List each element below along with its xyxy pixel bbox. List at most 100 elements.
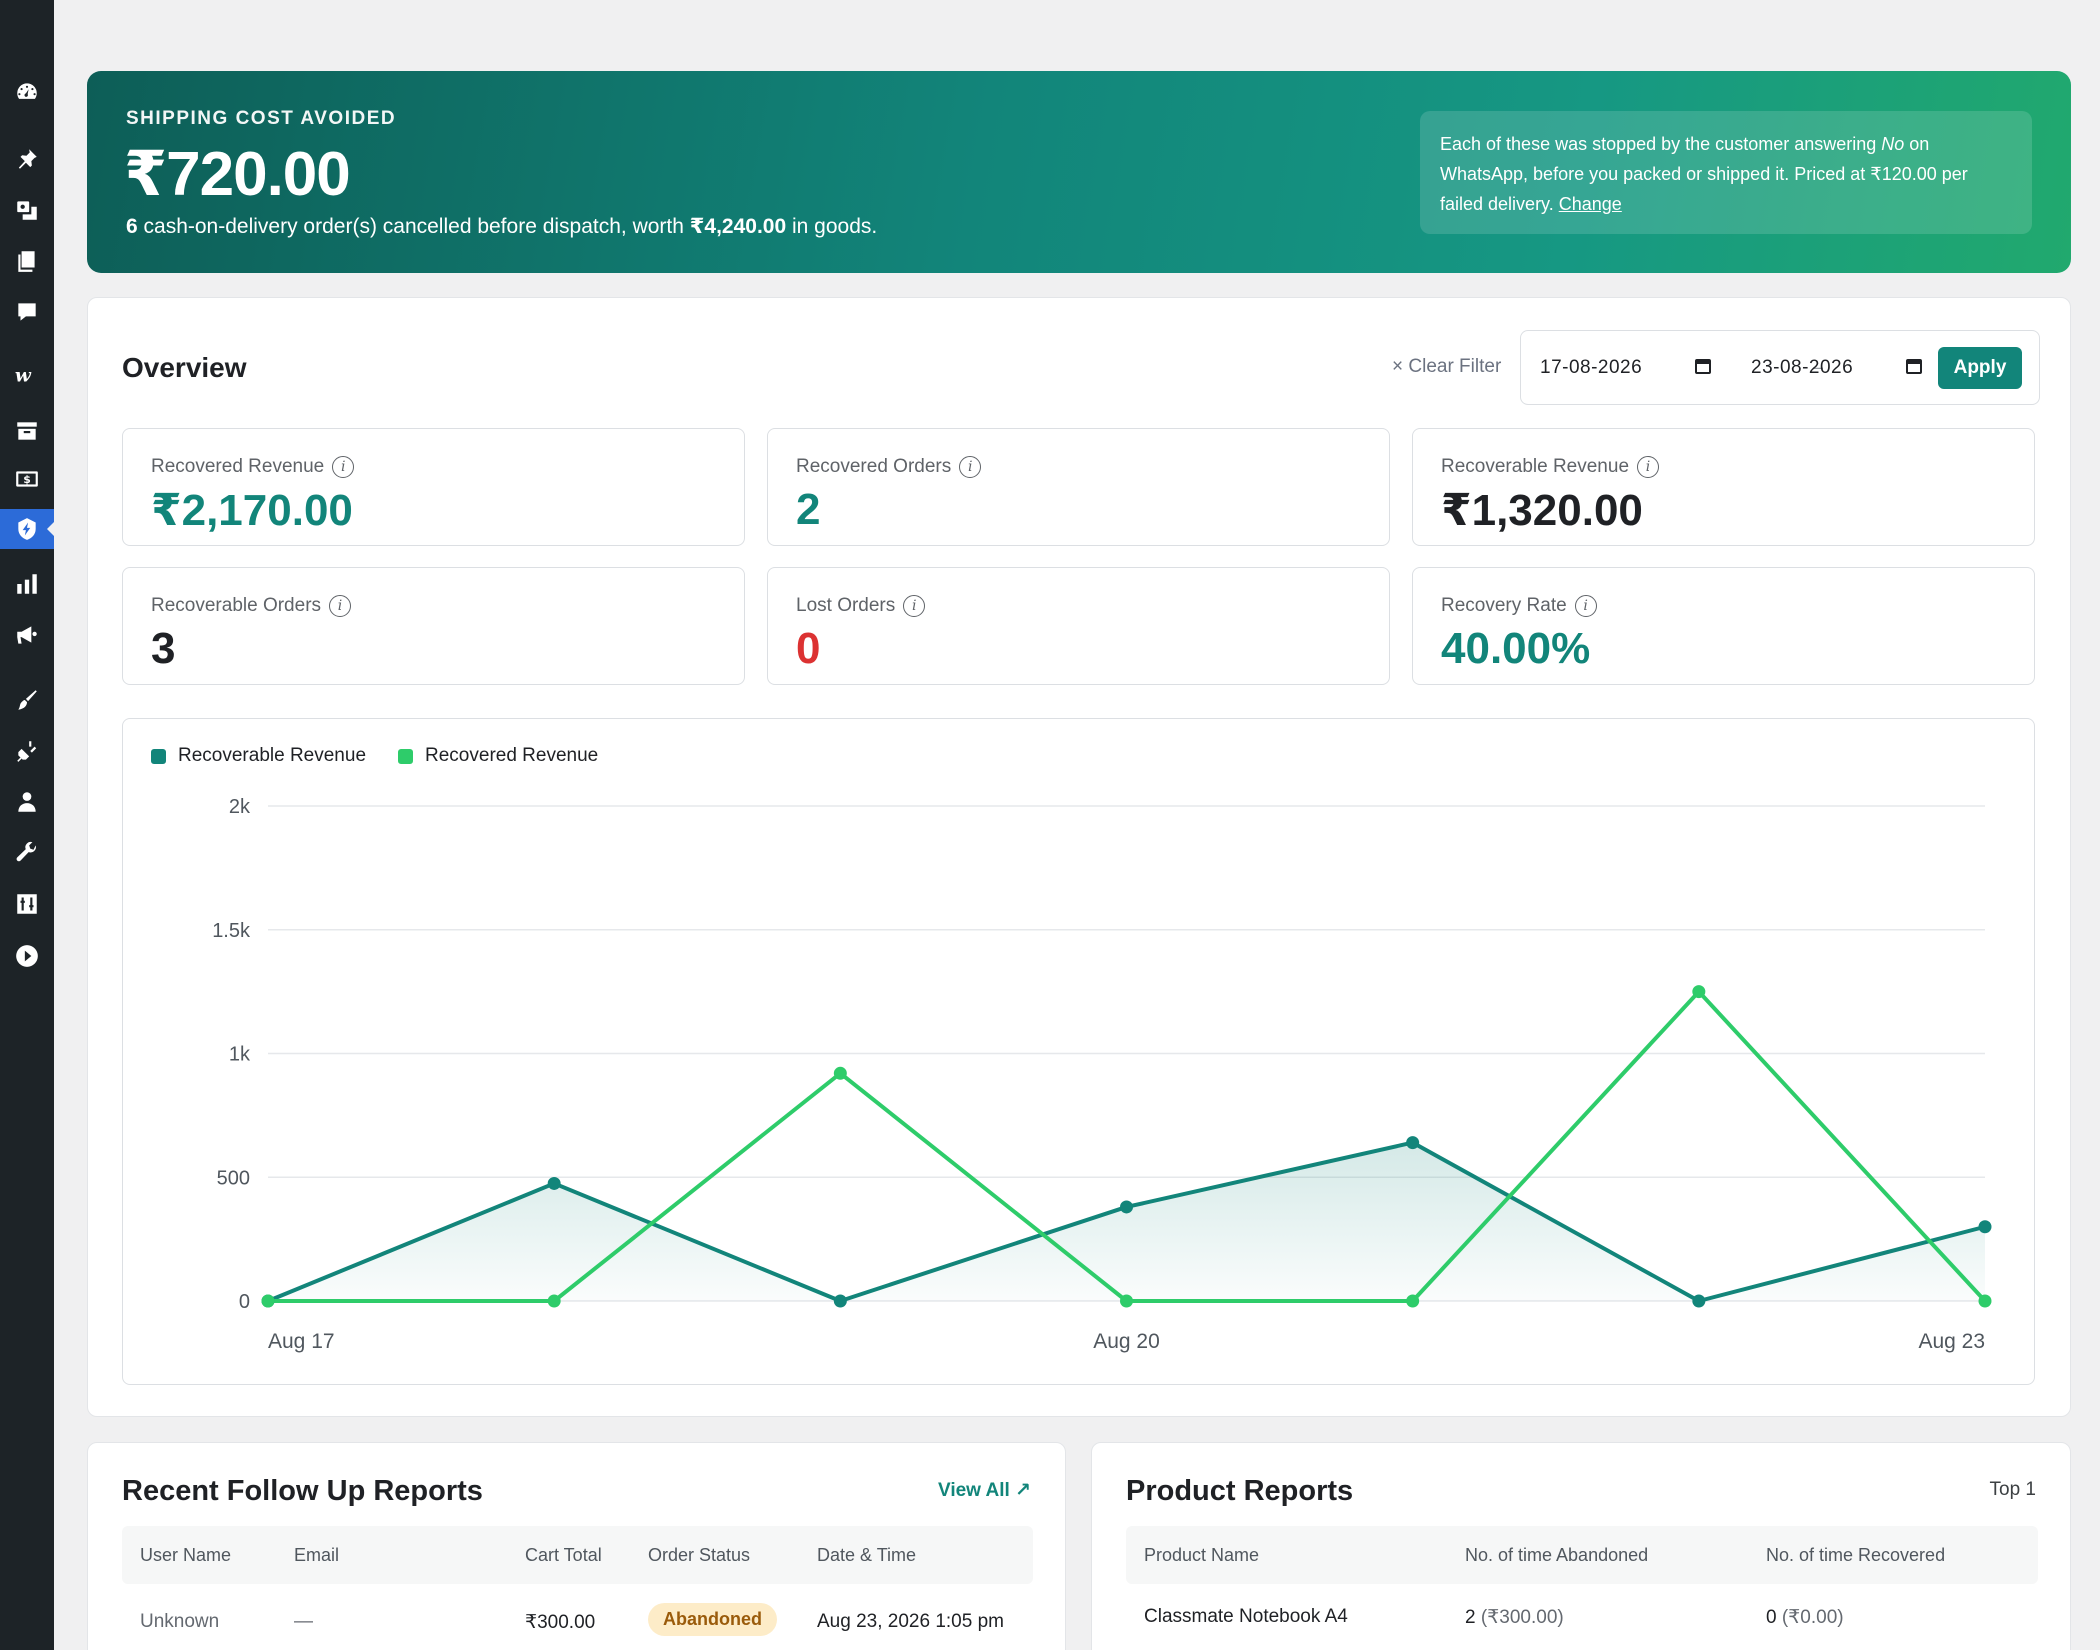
column-header[interactable]: No. of time Abandoned [1465, 1545, 1648, 1566]
stat-recovered-revenue: Recovered Revenue i ₹2,170.00 [122, 428, 745, 546]
top-count: Top 1 [1990, 1479, 2036, 1501]
info-icon[interactable]: i [1575, 595, 1597, 617]
view-all-link[interactable]: View All ↗ [938, 1479, 1031, 1502]
date-to-input[interactable]: 23-08-2026 [1751, 357, 1853, 379]
y-tick-label: 500 [217, 1167, 250, 1189]
stat-value: ₹1,320.00 [1441, 485, 1643, 536]
svg-text:w: w [15, 366, 32, 387]
column-header[interactable]: No. of time Recovered [1766, 1545, 1945, 1566]
info-icon[interactable]: i [903, 595, 925, 617]
calendar-icon[interactable] [1905, 357, 1923, 375]
stat-recoverable-orders: Recoverable Orders i 3 [122, 567, 745, 685]
date-range-picker: 17-08-2026 – 23-08-2026 Apply [1520, 330, 2040, 405]
column-header[interactable]: User Name [140, 1545, 231, 1566]
hero-amount: ₹720.00 [124, 137, 350, 210]
recovered-count: 0 (₹0.00) [1766, 1606, 1844, 1629]
stat-label: Recoverable Revenue [1441, 456, 1629, 478]
stat-value: 40.00% [1441, 624, 1590, 674]
hero-subtitle-text: cash-on-delivery order(s) cancelled befo… [138, 215, 690, 238]
info-icon[interactable]: i [959, 456, 981, 478]
overview-title: Overview [122, 352, 247, 384]
tools-icon[interactable] [0, 833, 54, 873]
hero-note: Each of these was stopped by the custome… [1420, 111, 2032, 234]
stat-label-wrap: Recovered Orders i [796, 456, 981, 478]
column-header[interactable]: Cart Total [525, 1545, 602, 1566]
recovered-number: 0 [1766, 1607, 1777, 1628]
series-area [268, 1143, 1985, 1301]
payments-icon[interactable]: $ [0, 459, 54, 499]
comments-icon[interactable] [0, 292, 54, 332]
stat-label-wrap: Recovery Rate i [1441, 595, 1597, 617]
plugins-icon[interactable] [0, 731, 54, 771]
chart-canvas: 0 500 1k 1.5k 2k Aug 17 Aug 20 Aug 23 [123, 719, 2036, 1386]
table-header: Product Name No. of time Abandoned No. o… [1126, 1526, 2038, 1584]
recovery-plugin-icon[interactable] [0, 509, 54, 549]
data-point [1692, 985, 1705, 998]
calendar-icon[interactable] [1694, 357, 1712, 375]
stat-label-wrap: Recovered Revenue i [151, 456, 354, 478]
stat-label-wrap: Lost Orders i [796, 595, 925, 617]
data-point [1979, 1295, 1992, 1308]
shipping-cost-banner: SHIPPING COST AVOIDED ₹720.00 6 cash-on-… [87, 71, 2071, 273]
data-point [834, 1295, 847, 1308]
y-tick-label: 1.5k [212, 920, 251, 942]
cart-total: ₹300.00 [525, 1611, 595, 1634]
legend-label: Recoverable Revenue [178, 745, 366, 767]
data-point [834, 1067, 847, 1080]
legend-item-recoverable[interactable]: Recoverable Revenue [151, 745, 366, 767]
follow-up-title: Recent Follow Up Reports [122, 1475, 483, 1508]
media-icon[interactable] [0, 190, 54, 230]
legend-swatch [398, 749, 413, 764]
product-name: Classmate Notebook A4 [1144, 1606, 1348, 1628]
goods-worth: ₹4,240.00 [690, 215, 786, 238]
data-point [1120, 1200, 1133, 1213]
legend-label: Recovered Revenue [425, 745, 598, 767]
x-tick-label: Aug 23 [1918, 1330, 1985, 1353]
stat-label-wrap: Recoverable Orders i [151, 595, 351, 617]
product-reports-card: Product Reports Top 1 Product Name No. o… [1091, 1442, 2071, 1650]
stat-value: 3 [151, 624, 175, 674]
stat-value: ₹2,170.00 [151, 485, 353, 536]
stat-label: Recovery Rate [1441, 595, 1567, 617]
data-point [548, 1177, 561, 1190]
data-point [262, 1295, 275, 1308]
legend-item-recovered[interactable]: Recovered Revenue [398, 745, 598, 767]
clear-filter-button[interactable]: × Clear Filter [1392, 356, 1501, 378]
info-icon[interactable]: i [332, 456, 354, 478]
abandoned-count: 2 (₹300.00) [1465, 1606, 1564, 1629]
dashboard-icon[interactable] [0, 72, 54, 112]
column-header[interactable]: Email [294, 1545, 339, 1566]
date-from-input[interactable]: 17-08-2026 [1540, 357, 1642, 379]
stat-label-wrap: Recoverable Revenue i [1441, 456, 1659, 478]
settings-icon[interactable] [0, 884, 54, 924]
info-icon[interactable]: i [329, 595, 351, 617]
change-price-link[interactable]: Change [1559, 194, 1622, 214]
apply-button[interactable]: Apply [1938, 347, 2022, 389]
column-header[interactable]: Date & Time [817, 1545, 916, 1566]
pin-icon[interactable] [0, 139, 54, 179]
revenue-chart: 0 500 1k 1.5k 2k Aug 17 Aug 20 Aug 23 Recoverab… [122, 718, 2035, 1385]
hero-label: SHIPPING COST AVOIDED [126, 108, 396, 130]
info-icon[interactable]: i [1637, 456, 1659, 478]
woocommerce-icon[interactable]: w [0, 355, 54, 395]
date-time: Aug 23, 2026 1:05 pm [817, 1611, 1004, 1633]
products-icon[interactable] [0, 411, 54, 451]
marketing-icon[interactable] [0, 615, 54, 655]
column-header[interactable]: Product Name [1144, 1545, 1259, 1566]
users-icon[interactable] [0, 782, 54, 822]
svg-text:$: $ [23, 473, 31, 486]
x-tick-label: Aug 20 [1093, 1330, 1160, 1353]
pages-icon[interactable] [0, 241, 54, 281]
status-badge: Abandoned [648, 1603, 777, 1636]
data-point [1406, 1136, 1419, 1149]
hero-subtitle-end: in goods. [786, 215, 877, 238]
stat-value: 0 [796, 624, 820, 674]
play-icon[interactable] [0, 936, 54, 976]
data-point [1406, 1295, 1419, 1308]
column-header[interactable]: Order Status [648, 1545, 750, 1566]
data-point [548, 1295, 561, 1308]
analytics-icon[interactable] [0, 564, 54, 604]
appearance-icon[interactable] [0, 680, 54, 720]
table-header: User Name Email Cart Total Order Status … [122, 1526, 1033, 1584]
product-reports-title: Product Reports [1126, 1475, 1353, 1508]
